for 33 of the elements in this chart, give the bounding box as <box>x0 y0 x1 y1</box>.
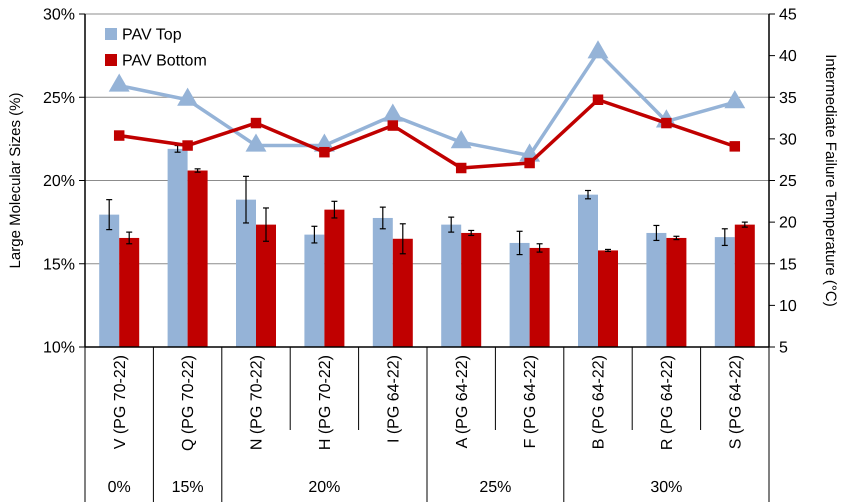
legend-label: PAV Top <box>122 26 182 44</box>
x-tick-label: S (PG 64-22) <box>727 355 744 450</box>
y2-tick-label: 30 <box>779 131 797 148</box>
x-tick-label: N (PG 70-22) <box>248 355 266 450</box>
legend-label: PAV Bottom <box>122 52 207 70</box>
y-tick-label: 30% <box>42 6 75 24</box>
x-tick-label: Q (PG 70-22) <box>180 355 198 452</box>
y2-tick-label: 15 <box>779 256 797 274</box>
y-axis-title: Large Molecular Sizes (%) <box>7 92 24 268</box>
y-tick-label: 20% <box>42 173 75 190</box>
x-tick-label: F (PG 64-22) <box>522 355 540 448</box>
y-tick-label: 15% <box>42 256 75 274</box>
y2-tick-label: 5 <box>779 340 788 357</box>
x-tick-label: R (PG 64-22) <box>659 355 676 450</box>
x-tick-label: V (PG 70-22) <box>112 355 129 450</box>
y2-tick-label: 40 <box>779 48 797 66</box>
x-tick-label: H (PG 70-22) <box>317 355 334 450</box>
text: 25% <box>479 479 512 496</box>
text: 0% <box>108 479 131 496</box>
y-tick-label: 10% <box>42 340 75 357</box>
y2-tick-label: 20 <box>779 214 797 232</box>
y2-tick-label: 10 <box>779 298 797 315</box>
x-tick-label: I (PG 64-22) <box>385 355 402 444</box>
text: 30% <box>650 479 682 496</box>
x-tick-label: A (PG 64-22) <box>454 355 471 448</box>
y2-axis-title: Intermediate Failure Temperature (°C) <box>822 54 839 307</box>
x-tick-label: B (PG 64-22) <box>590 355 608 450</box>
y2-tick-label: 45 <box>779 6 797 24</box>
text: 15% <box>172 479 204 496</box>
text: 20% <box>308 479 340 496</box>
y2-tick-label: 35 <box>779 90 797 107</box>
y2-tick-label: 25 <box>779 173 797 190</box>
y-tick-label: 25% <box>42 90 75 107</box>
